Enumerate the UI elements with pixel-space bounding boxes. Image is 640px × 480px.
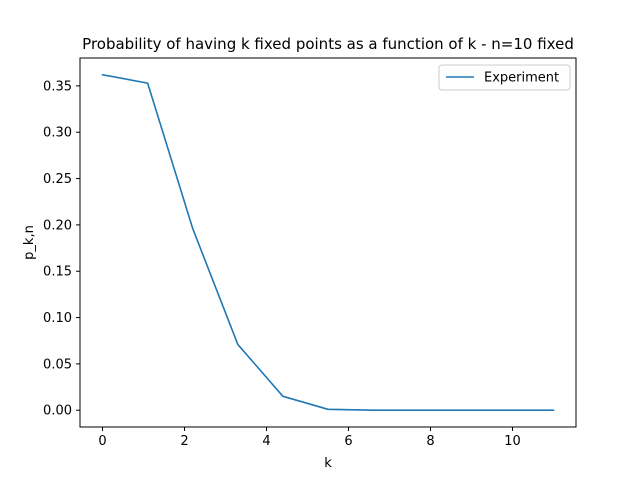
legend-label-experiment: Experiment	[484, 71, 559, 86]
x-tick-label: 4	[262, 434, 270, 449]
x-tick-label: 2	[180, 434, 188, 449]
y-tick-label: 0.25	[43, 172, 72, 187]
y-tick-label: 0.10	[43, 311, 72, 326]
x-tick-label: 6	[344, 434, 352, 449]
series-line-experiment	[101, 73, 555, 412]
x-tick-label: 8	[426, 434, 434, 449]
x-tick-label: 10	[504, 434, 521, 449]
x-axis: 0 2 4 6 8 10	[98, 427, 521, 449]
legend-box	[438, 64, 571, 91]
y-axis-label: p_k,n	[22, 225, 37, 260]
plot-area	[80, 58, 576, 427]
y-tick-label: 0.15	[43, 265, 72, 280]
chart-title: Probability of having k fixed points as …	[82, 35, 574, 53]
legend: Experiment	[438, 64, 571, 91]
y-tick-label: 0.30	[43, 126, 72, 141]
series-layer	[101, 73, 555, 412]
x-tick-label: 0	[98, 434, 106, 449]
x-axis-label: k	[324, 456, 332, 471]
y-tick-label: 0.00	[43, 404, 72, 419]
y-tick-label: 0.35	[43, 79, 72, 94]
y-tick-label: 0.20	[43, 218, 72, 233]
plot-frame	[79, 57, 577, 428]
y-tick-label: 0.05	[43, 357, 72, 372]
y-axis: 0.00 0.05 0.10 0.15 0.20 0.25 0.30 0.35	[43, 79, 80, 419]
